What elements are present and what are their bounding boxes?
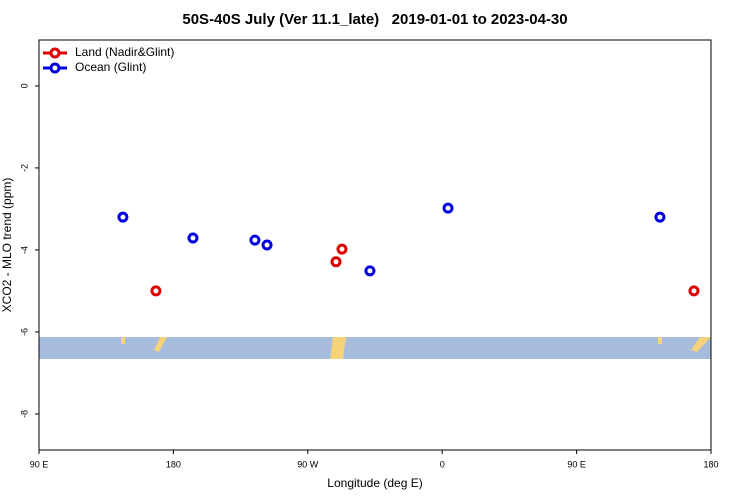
x-tick-label: 90 E (567, 459, 586, 469)
y-tick-label: -4 (19, 246, 29, 254)
x-tick-label: 180 (703, 459, 718, 469)
point (150, 285, 162, 297)
point (336, 243, 348, 255)
point (187, 232, 199, 244)
legend-marker (49, 47, 61, 59)
y-tick-label: 0 (19, 83, 29, 88)
x-tick-label: 90 W (297, 459, 319, 469)
point (330, 256, 342, 268)
x-axis-label: Longitude (deg E) (327, 476, 422, 490)
land-patch (658, 337, 662, 344)
point (261, 239, 273, 251)
point (117, 211, 129, 223)
legend-label: Ocean (Glint) (75, 60, 146, 74)
y-tick-label: -8 (19, 410, 29, 418)
band (39, 337, 711, 359)
point (442, 202, 454, 214)
point (654, 211, 666, 223)
land-patch (330, 337, 346, 359)
legend-marker (49, 62, 61, 74)
x-tick-label: 0 (440, 459, 445, 469)
y-tick-label: -6 (19, 328, 29, 336)
point (364, 265, 376, 277)
point (688, 285, 700, 297)
land-patch (121, 337, 125, 344)
point (249, 234, 261, 246)
land-band (39, 337, 711, 359)
plot-frame (38, 39, 712, 451)
chart-title: 50S-40S July (Ver 11.1_late) 2019-01-01 … (182, 11, 567, 28)
y-axis-label: XCO2 - MLO trend (ppm) (0, 178, 14, 313)
land-patch (154, 337, 167, 352)
x-tick-label: 180 (166, 459, 181, 469)
legend-label: Land (Nadir&Glint) (75, 45, 174, 59)
y-tick-label: -2 (19, 164, 29, 172)
x-tick-label: 90 E (30, 459, 49, 469)
land-patch (691, 337, 711, 352)
